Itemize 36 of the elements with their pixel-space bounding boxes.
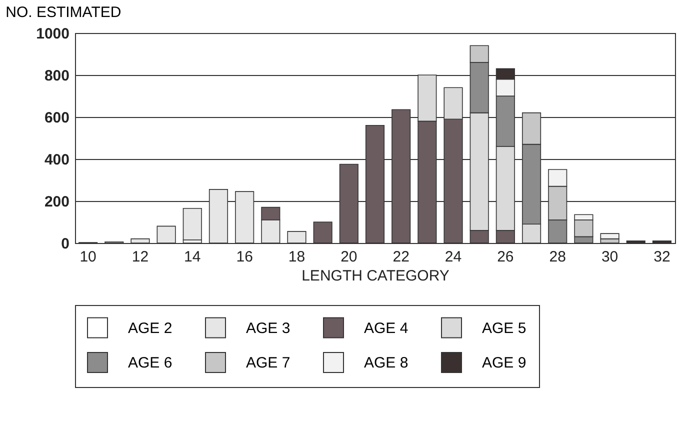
x-tick-label: 22 bbox=[392, 248, 410, 266]
y-tick-label: 1000 bbox=[36, 26, 70, 42]
x-axis-title: LENGTH CATEGORY bbox=[302, 268, 450, 284]
bar bbox=[626, 240, 646, 244]
bar bbox=[156, 226, 176, 244]
legend-label: AGE 9 bbox=[482, 354, 526, 372]
legend-label: AGE 7 bbox=[246, 354, 290, 372]
y-tick-label: 0 bbox=[61, 236, 70, 252]
legend-label: AGE 2 bbox=[128, 320, 172, 337]
bar bbox=[652, 240, 672, 244]
x-tick-label: 12 bbox=[132, 248, 149, 266]
x-tick-label: 16 bbox=[236, 248, 253, 266]
bar bbox=[130, 238, 150, 244]
bar bbox=[313, 222, 332, 244]
x-tick-label: 14 bbox=[184, 248, 201, 266]
x-tick-label: 10 bbox=[80, 248, 96, 266]
y-tick-label: 600 bbox=[44, 110, 70, 126]
chart-title: NO. ESTIMATED bbox=[6, 4, 122, 21]
legend-label: AGE 4 bbox=[364, 320, 408, 337]
x-tick-label: 32 bbox=[654, 248, 670, 266]
bar bbox=[182, 208, 202, 240]
y-tick-label: 400 bbox=[44, 152, 70, 168]
x-tick-label: 26 bbox=[497, 248, 514, 266]
x-tick-label: 18 bbox=[288, 248, 306, 266]
x-tick-label: 20 bbox=[340, 248, 358, 266]
legend-label: AGE 5 bbox=[482, 320, 526, 337]
y-tick-label: 200 bbox=[44, 194, 70, 210]
legend-label: AGE 3 bbox=[246, 320, 290, 337]
y-tick-label: 800 bbox=[44, 68, 70, 84]
legend-label: AGE 6 bbox=[128, 354, 172, 372]
legend-label: AGE 8 bbox=[364, 354, 408, 372]
x-tick-label: 30 bbox=[601, 248, 618, 266]
bar bbox=[600, 233, 620, 240]
bar bbox=[287, 231, 306, 244]
x-tick-label: 28 bbox=[549, 248, 566, 266]
x-tick-label: 24 bbox=[444, 248, 462, 266]
